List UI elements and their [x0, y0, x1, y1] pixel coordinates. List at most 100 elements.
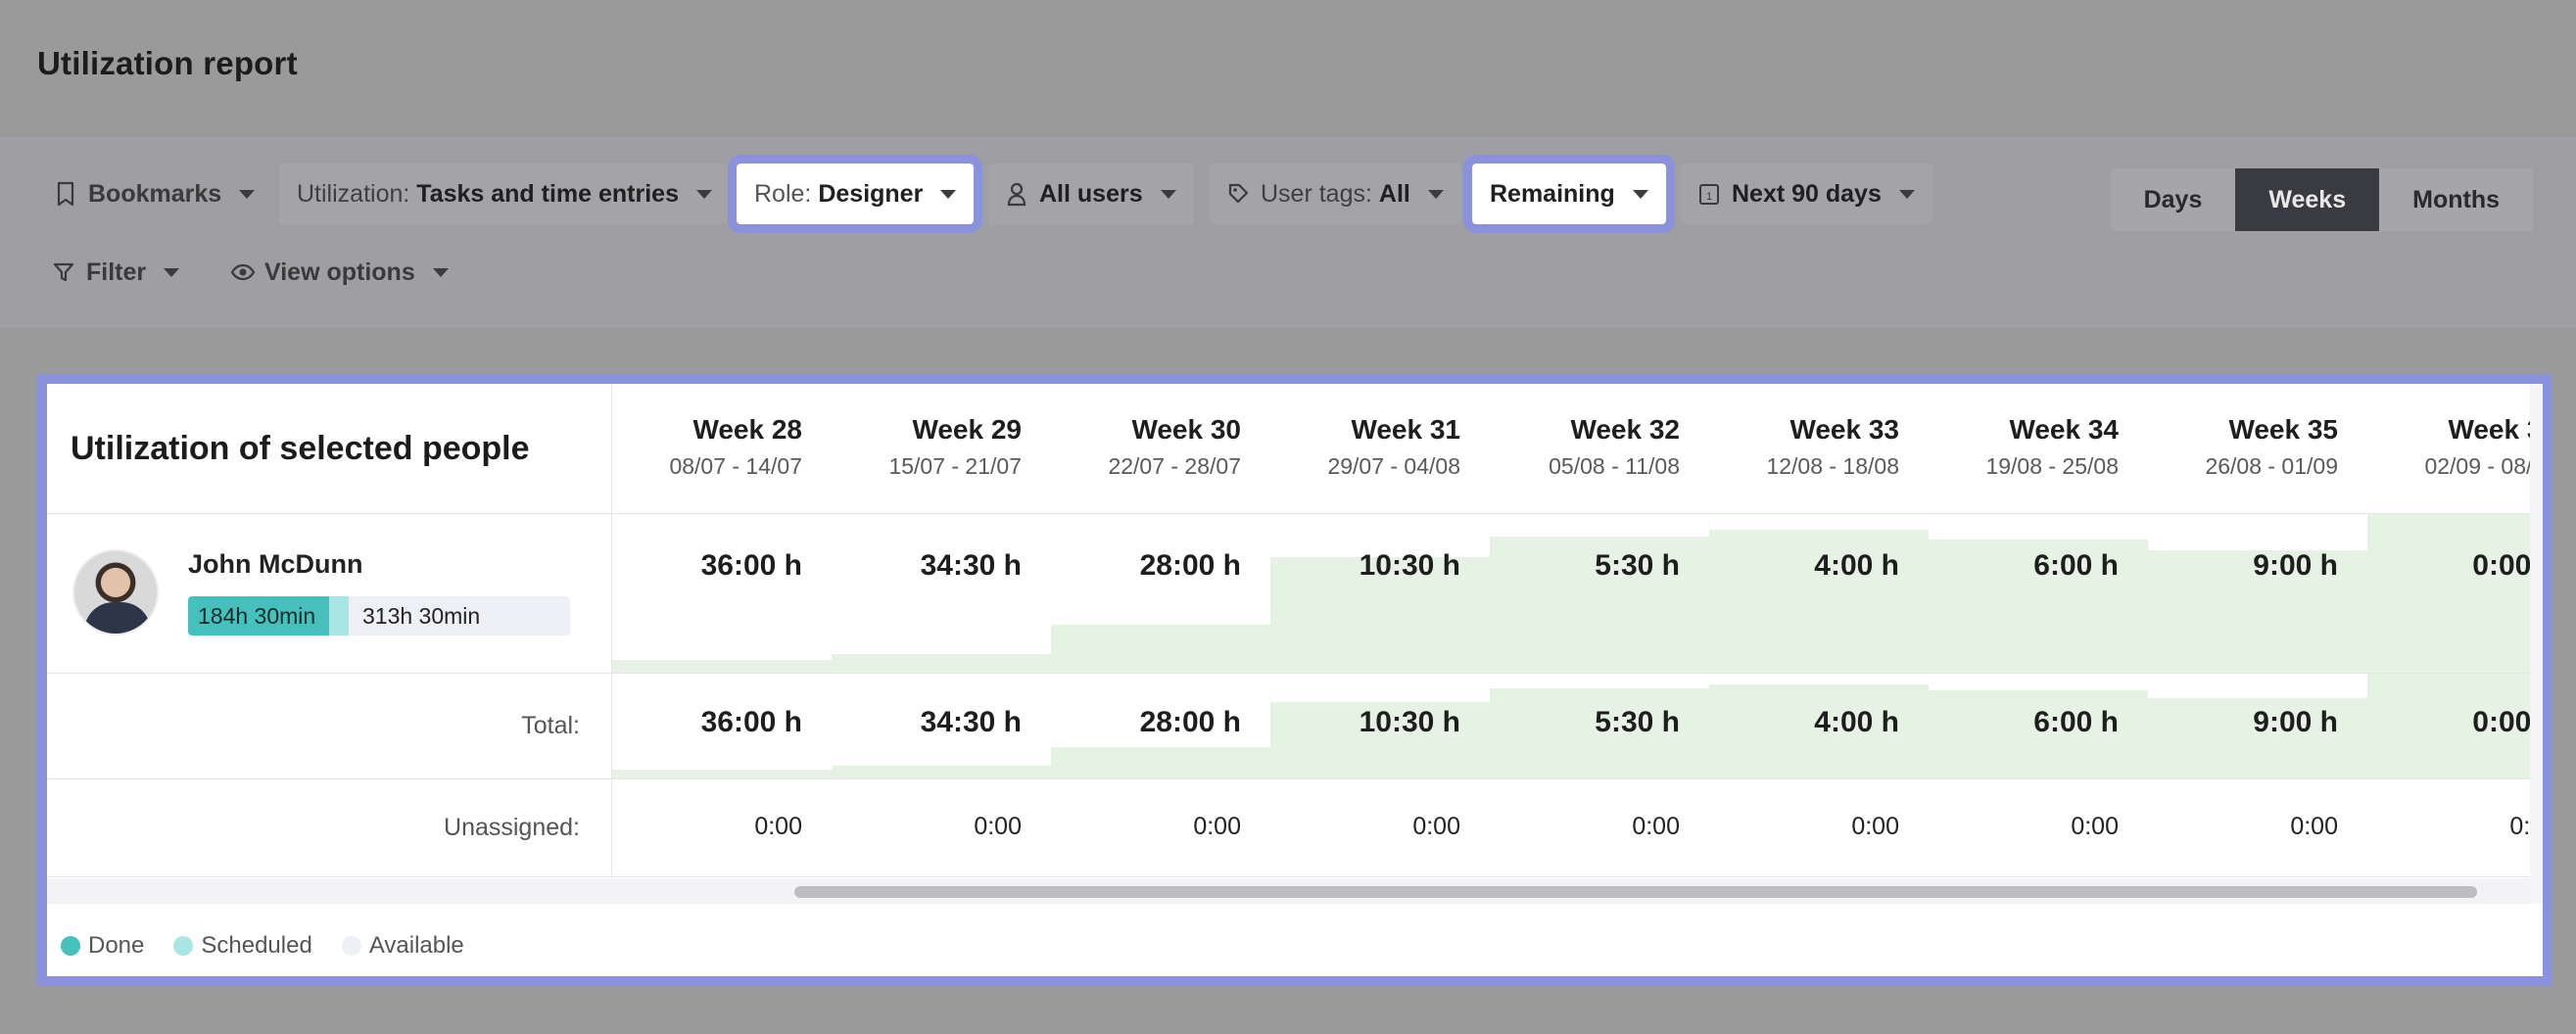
page-title: Utilization report: [37, 45, 298, 81]
person-week-cell[interactable]: 36:00 h: [612, 514, 832, 674]
unassigned-week-cell: 0:00: [1929, 779, 2148, 877]
remaining-dropdown[interactable]: Remaining: [1463, 155, 1675, 233]
week-column: Week 32 05/08 - 11/08 5:30 h 5:30 h 0:00: [1490, 384, 1709, 878]
week-dates: 12/08 - 18/08: [1766, 453, 1899, 479]
week-dates: 22/07 - 28/07: [1108, 453, 1241, 479]
view-months-button[interactable]: Months: [2412, 185, 2500, 213]
unassigned-week-value: 0:00: [754, 813, 802, 840]
week-column: Week 29 15/07 - 21/07 34:30 h 34:30 h 0:00: [832, 384, 1051, 878]
view-weeks-button[interactable]: Weeks: [2235, 168, 2380, 231]
remaining-fill: [1929, 539, 2148, 673]
remaining-fill: [1709, 530, 1929, 673]
total-week-value: 9:00 h: [2253, 706, 2338, 738]
unassigned-week-value: 0:00: [1412, 813, 1460, 840]
chevron-down-icon: [695, 189, 712, 199]
view-switch: Days Weeks Months: [2110, 168, 2533, 231]
utilization-dropdown[interactable]: Utilization: Tasks and time entries: [279, 164, 730, 224]
total-week-cell: 0:00 h: [2367, 674, 2543, 779]
user-tags-value: All: [1378, 179, 1410, 208]
available-dot-icon: [341, 936, 361, 956]
total-week-cell: 34:30 h: [832, 674, 1051, 779]
remaining-fill: [832, 653, 1051, 673]
week-column: Week 30 22/07 - 28/07 28:00 h 28:00 h 0:00: [1051, 384, 1270, 878]
person-week-cell[interactable]: 6:00 h: [1929, 514, 2148, 674]
total-week-value: 0:00 h: [2472, 706, 2543, 738]
person-week-cell[interactable]: 34:30 h: [832, 514, 1051, 674]
total-week-value: 6:00 h: [2033, 706, 2119, 738]
week-column: Week 33 12/08 - 18/08 4:00 h 4:00 h 0:00: [1709, 384, 1929, 878]
person-week-cell[interactable]: 9:00 h: [2148, 514, 2367, 674]
person-week-value: 36:00 h: [700, 549, 802, 582]
person-week-value: 28:00 h: [1139, 549, 1241, 582]
person-week-value: 9:00 h: [2253, 549, 2338, 582]
avatar: [72, 549, 159, 635]
legend-done-label: Done: [88, 932, 145, 959]
unassigned-week-cell: 0:00: [2367, 779, 2543, 877]
period-dropdown[interactable]: 1 Next 90 days: [1681, 164, 1932, 224]
filter-label: Filter: [86, 258, 147, 286]
horizontal-scrollbar[interactable]: [47, 878, 2530, 904]
week-header: Week 35 26/08 - 01/09: [2148, 384, 2367, 514]
total-week-cell: 28:00 h: [1051, 674, 1270, 779]
person-week-cell[interactable]: 0:00 h: [2367, 514, 2543, 674]
week-title: Week 28: [692, 414, 802, 445]
remaining-fill: [1270, 701, 1490, 778]
week-title: Week 34: [2009, 414, 2119, 445]
unassigned-week-value: 0:00: [1193, 813, 1241, 840]
person-week-cell[interactable]: 28:00 h: [1051, 514, 1270, 674]
total-week-cell: 6:00 h: [1929, 674, 2148, 779]
week-title: Week 29: [912, 414, 1022, 445]
filter-dropdown[interactable]: Filter: [35, 242, 197, 303]
remaining-fill: [1051, 746, 1270, 778]
unassigned-week-value: 0:00: [1632, 813, 1680, 840]
unassigned-week-cell: 0:00: [1709, 779, 1929, 877]
period-value: Next 90 days: [1732, 179, 1882, 208]
view-options-dropdown[interactable]: View options: [214, 242, 466, 303]
user-tags-dropdown[interactable]: User tags: All: [1210, 164, 1461, 224]
person-week-cell[interactable]: 4:00 h: [1709, 514, 1929, 674]
remaining-fill: [1490, 536, 1709, 673]
week-column: Week 28 08/07 - 14/07 36:00 h 36:00 h 0:00: [612, 384, 832, 878]
person-week-cell[interactable]: 10:30 h: [1270, 514, 1490, 674]
user-icon: [1006, 181, 1027, 207]
week-header: Week 29 15/07 - 21/07: [832, 384, 1051, 514]
view-days-button[interactable]: Days: [2143, 185, 2203, 213]
remaining-fill: [1051, 625, 1270, 673]
scheduled-segment: [329, 596, 349, 635]
week-header: Week 28 08/07 - 14/07: [612, 384, 832, 514]
remaining-fill: [2367, 674, 2543, 778]
week-title: Week 31: [1351, 414, 1460, 445]
remaining-fill: [2148, 550, 2367, 673]
bookmarks-dropdown[interactable]: Bookmarks: [37, 164, 272, 224]
remaining-fill: [1270, 556, 1490, 673]
role-dropdown[interactable]: Role: Designer: [727, 155, 983, 233]
week-dates: 19/08 - 25/08: [1985, 453, 2119, 479]
chevron-down-icon: [1632, 189, 1648, 199]
chevron-down-icon: [1427, 189, 1444, 199]
unassigned-week-cell: 0:00: [612, 779, 832, 877]
role-label: Role:: [754, 179, 812, 208]
week-column: Week 34 19/08 - 25/08 6:00 h 6:00 h 0:00: [1929, 384, 2148, 878]
unassigned-week-cell: 0:00: [1051, 779, 1270, 877]
users-dropdown[interactable]: All users: [988, 164, 1194, 224]
scrollbar-thumb[interactable]: [794, 886, 2477, 898]
week-header: Week 31 29/07 - 04/08: [1270, 384, 1490, 514]
total-week-cell: 4:00 h: [1709, 674, 1929, 779]
week-column: Week 31 29/07 - 04/08 10:30 h 10:30 h 0:00: [1270, 384, 1490, 878]
unassigned-week-cell: 0:00: [2148, 779, 2367, 877]
legend-available-label: Available: [368, 932, 464, 959]
svg-text:1: 1: [1706, 191, 1712, 203]
legend-scheduled: Scheduled: [173, 932, 312, 960]
week-column: Week 36 02/09 - 08/09 0:00 h 0:00 h 0:00: [2367, 384, 2543, 878]
week-title: Week 35: [2228, 414, 2338, 445]
vertical-scrollbar[interactable]: [2530, 384, 2543, 904]
week-column: Week 35 26/08 - 01/09 9:00 h 9:00 h 0:00: [2148, 384, 2367, 878]
person-week-value: 34:30 h: [920, 549, 1022, 582]
person-week-cell[interactable]: 5:30 h: [1490, 514, 1709, 674]
capacity-bar: 184h 30min 313h 30min: [188, 596, 570, 635]
users-value: All users: [1039, 179, 1143, 208]
remaining-fill: [612, 770, 832, 778]
unassigned-week-value: 0:00: [974, 813, 1022, 840]
people-column: Utilization of selected people John McDu…: [47, 384, 612, 877]
person-row[interactable]: John McDunn 184h 30min 313h 30min: [47, 514, 612, 674]
